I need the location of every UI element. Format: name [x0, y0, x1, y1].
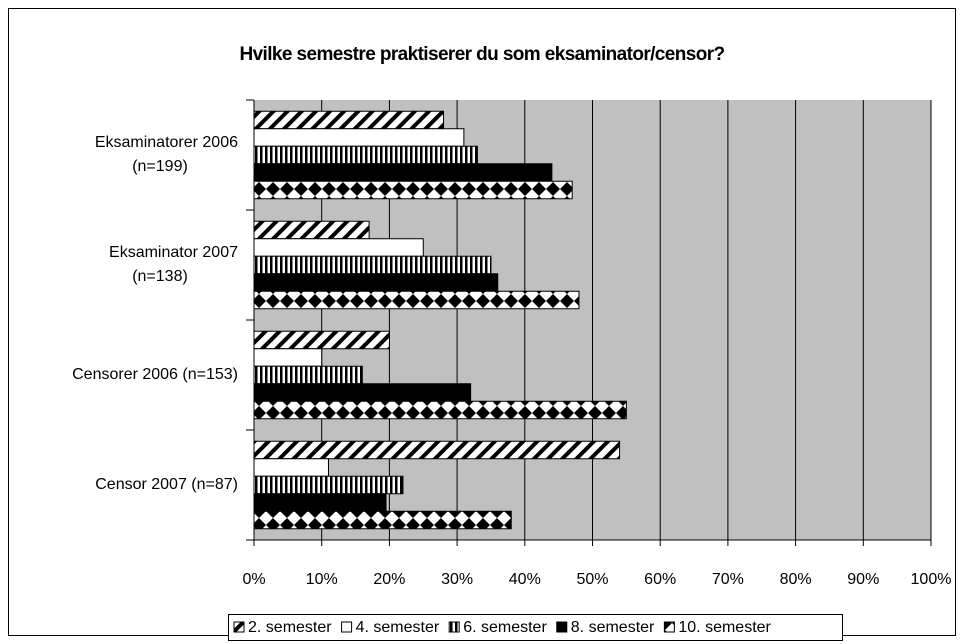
- legend-swatch: [233, 621, 245, 633]
- bar: [253, 383, 472, 402]
- y-tick-label: Eksaminator 2007 (n=138): [109, 244, 238, 285]
- legend-swatch: [448, 621, 460, 633]
- bar: [253, 348, 323, 367]
- x-tick-label: 80%: [780, 571, 812, 588]
- legend-frame: [228, 614, 843, 641]
- x-tick-label: 10%: [306, 571, 338, 588]
- bar: [253, 458, 329, 477]
- bar: [253, 290, 580, 310]
- bar: [253, 330, 390, 350]
- bar: [253, 128, 465, 147]
- bar: [253, 365, 363, 385]
- y-tick-label: Censor 2007 (n=87): [95, 476, 238, 493]
- legend-label: 4. semester: [356, 619, 440, 636]
- legend-label: 10. semester: [678, 619, 771, 636]
- y-tick-label: Eksaminatorer 2006 (n=199): [95, 134, 238, 175]
- bar: [253, 493, 387, 512]
- legend-swatch: [556, 621, 568, 633]
- legend-label: 8. semester: [571, 619, 655, 636]
- x-tick-label: 50%: [576, 571, 608, 588]
- x-tick-label: 100%: [911, 571, 952, 588]
- x-tick-label: 40%: [509, 571, 541, 588]
- x-tick-label: 30%: [441, 571, 473, 588]
- bar: [253, 180, 573, 200]
- bar: [253, 220, 370, 240]
- legend-label: 6. semester: [463, 619, 547, 636]
- bar: [253, 510, 512, 530]
- bar: [253, 273, 499, 292]
- x-tick-label: 20%: [373, 571, 405, 588]
- bar: [253, 475, 404, 495]
- legend-label: 2. semester: [248, 619, 332, 636]
- y-tick-label: Censorer 2006 (n=153): [72, 366, 238, 383]
- legend-swatch: [341, 621, 353, 633]
- bar: [253, 145, 478, 165]
- bar: [253, 110, 445, 130]
- x-tick-label: 60%: [644, 571, 676, 588]
- bar: [253, 255, 492, 275]
- bar: [253, 440, 621, 460]
- x-tick-label: 70%: [712, 571, 744, 588]
- x-tick-label: 90%: [847, 571, 879, 588]
- bar: [253, 238, 424, 257]
- bar: [253, 163, 553, 182]
- chart-title: Hvilke semestre praktiserer du som eksam…: [239, 44, 724, 65]
- x-tick-label: 0%: [242, 571, 265, 588]
- legend-swatch: [663, 621, 675, 633]
- bar: [253, 400, 627, 420]
